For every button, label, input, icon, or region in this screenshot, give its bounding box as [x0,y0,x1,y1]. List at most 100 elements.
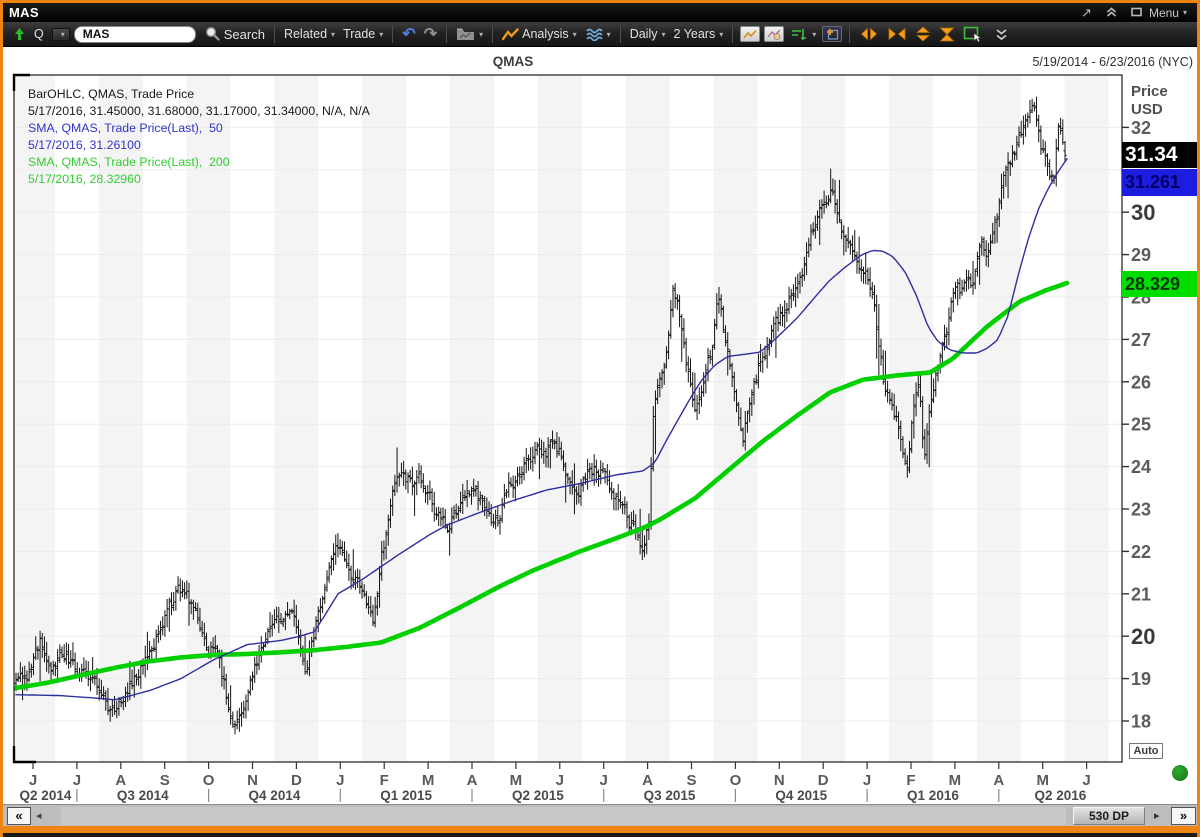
range-caret-icon: ▾ [719,29,724,39]
window-shadow [0,833,1200,837]
time-compress-button[interactable] [939,27,955,42]
maximize-icon[interactable] [1131,6,1142,19]
price-axis-title: Price USD [1131,83,1168,119]
menu-label: Menu [1148,5,1179,20]
data-points-button[interactable]: 530 DP [1073,807,1145,825]
symbol-input[interactable] [73,25,196,43]
toolbar: Q ▾ Search Related ▾ Trade ▾ ↶ ↷ [3,22,1197,47]
waves-icon [586,28,603,41]
expand-horizontal-button[interactable] [859,27,879,41]
folder-chart-icon [457,28,475,40]
chart-hand-icon [767,29,781,40]
related-button[interactable]: Related ▾ [284,27,335,41]
price-axis-title-line1: Price [1131,83,1168,100]
auto-scale-button[interactable]: Auto [1129,743,1163,759]
marquee-cursor-icon [963,26,983,42]
add-chart-plus-icon [826,29,838,40]
toolbar-separator [619,25,621,43]
search-button[interactable]: Search [204,26,265,42]
range-button[interactable]: 2 Years ▾ [674,27,724,41]
sma200-price-callout: 28.329 [1122,271,1198,297]
scrollbar-track[interactable] [61,807,1066,825]
hourglass-icon [939,27,955,41]
trade-caret-icon: ▾ [379,29,384,39]
double-chevron-down-icon [996,28,1007,40]
popout-icon[interactable]: ↗ [1081,5,1092,20]
scroll-left-fast-button[interactable]: « [7,807,31,825]
collapse-horizontal-button[interactable] [887,27,907,41]
sma50-price-callout: 31.261 [1122,169,1198,196]
legend-sma50-name: SMA, QMAS, Trade Price(Last), 50 [28,121,223,135]
drawing-tools-caret-icon: ▾ [812,29,817,39]
window-border-right [1197,0,1200,837]
menu-button[interactable]: Menu ▾ [1149,6,1187,20]
search-icon [205,27,220,41]
analysis-label: Analysis [522,27,569,41]
chart-edit-button[interactable] [764,26,785,42]
chart-symbol-title: QMAS [492,54,534,69]
drawing-level-icon [792,28,807,40]
timeframe-button[interactable]: Daily ▾ [630,27,666,41]
expand-horizontal-icon [861,27,878,41]
legend-sma200-value: 5/17/2016, 28.32960 [28,172,141,186]
toolbar-separator [849,25,851,43]
legend-ohlc-name: BarOHLC, QMAS, Trade Price [28,87,195,101]
titlebar[interactable]: MAS ↗ Menu ▾ [3,3,1197,22]
menu-caret-icon: ▾ [1182,8,1187,17]
symbol-mode-caret-icon: ▾ [60,29,65,39]
analysis-button[interactable]: Analysis ▾ [502,27,577,41]
toolbar-separator [732,25,734,43]
analysis-caret-icon: ▾ [572,29,577,39]
window-border-bottom [0,826,1200,833]
collapse-up-icon[interactable] [1106,6,1117,19]
window-title: MAS [9,5,39,20]
undo-button[interactable]: ↶ [402,24,415,44]
related-caret-icon: ▾ [331,29,336,39]
redo-button[interactable]: ↷ [424,24,437,44]
drawing-tools-button[interactable]: ▾ [790,27,816,42]
analysis-zigzag-icon [502,27,519,40]
more-tools-button[interactable] [995,28,1008,41]
trade-button[interactable]: Trade ▾ [343,27,383,41]
last-price-callout: 31.34 [1122,142,1198,168]
chart-date-range: 5/19/2014 - 6/23/2016 (NYC) [1032,55,1193,69]
chart-scrollbar[interactable]: « ◂ 530 DP ▸ » [3,804,1197,826]
redo-icon: ↷ [423,26,438,43]
saved-charts-button[interactable]: ▾ [456,27,483,41]
search-label: Search [223,26,265,42]
toolbar-separator [273,25,275,43]
chart-legend: BarOHLC, QMAS, Trade Price 5/17/2016, 31… [28,86,370,188]
scroll-left-button[interactable]: ◂ [36,810,42,822]
toolbar-separator [446,25,448,43]
toolbar-separator [492,25,494,43]
undo-icon: ↶ [402,26,416,43]
chart-style-button[interactable] [740,26,761,42]
chart-line-icon [743,29,757,38]
collapse-horizontal-icon [888,27,906,41]
zoom-select-button[interactable] [963,26,983,42]
toolbar-separator [392,25,394,43]
patterns-button[interactable]: ▾ [585,27,611,41]
scroll-right-fast-button[interactable]: » [1171,807,1196,825]
window-border-top [0,0,1200,3]
legend-sma50-value: 5/17/2016, 31.26100 [28,138,141,152]
window-border-left [0,0,3,837]
range-label: 2 Years [673,27,716,41]
legend-ohlc-values: 5/17/2016, 31.45000, 31.68000, 31.17000,… [28,104,370,118]
timeframe-label: Daily [629,27,658,41]
connection-status-dot [1172,765,1188,781]
expand-vertical-icon [916,26,931,42]
symbol-mode-dropdown[interactable]: ▾ [51,27,70,41]
timeframe-caret-icon: ▾ [661,29,666,39]
symbol-up-icon [13,27,26,41]
legend-sma200-name: SMA, QMAS, Trade Price(Last), 200 [28,155,230,169]
trade-label: Trade [343,27,376,41]
related-label: Related [283,27,328,41]
expand-vertical-button[interactable] [915,26,931,42]
add-study-button[interactable] [822,26,843,42]
scroll-right-button[interactable]: ▸ [1154,810,1160,822]
symbol-mode-label: Q [34,27,44,41]
saved-charts-caret-icon: ▾ [479,29,484,39]
price-axis-title-line2: USD [1131,101,1163,118]
